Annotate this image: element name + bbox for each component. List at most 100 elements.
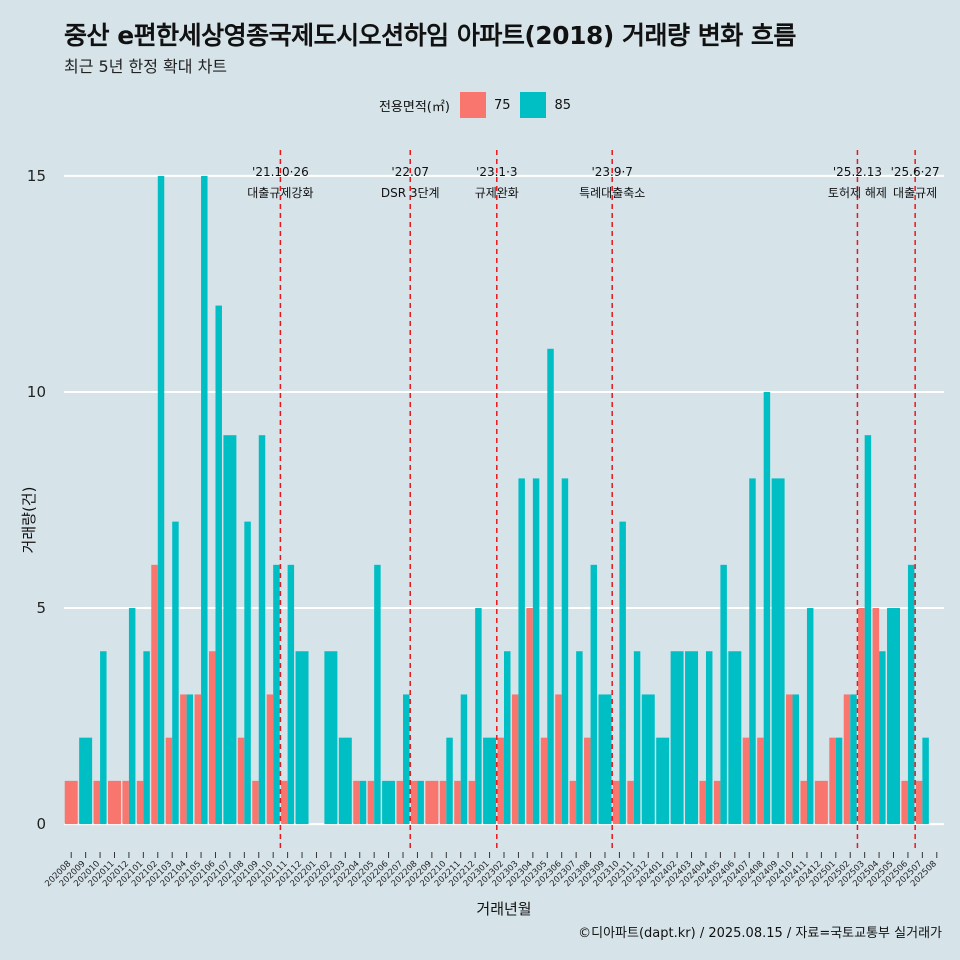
event-date-label: '25.2.13 <box>833 165 882 179</box>
source-caption: ©디아파트(dapt.kr) / 2025.08.15 / 자료=국토교통부 실… <box>578 926 942 941</box>
legend-key-85: 85 <box>520 92 571 118</box>
bar-85-202502 <box>850 694 857 825</box>
y-tick-label: 10 <box>27 383 46 401</box>
bar-85-202403 <box>685 651 699 825</box>
bar-85-202109 <box>258 435 266 825</box>
bar-75-202303 <box>511 694 519 825</box>
bar-75-202212 <box>468 780 476 825</box>
bar-75-202011 <box>108 780 121 825</box>
bar-85-202211 <box>460 694 468 825</box>
bar-85-202106 <box>215 305 222 825</box>
bar-75-202501 <box>829 737 836 825</box>
bar-75-202208 <box>410 780 418 825</box>
bar-85-202406 <box>728 651 742 825</box>
bar-85-202103 <box>172 521 179 825</box>
legend-title: 전용면적(㎡) <box>378 99 450 115</box>
bar-75-202211 <box>454 780 461 825</box>
y-axis-title: 거래량(건) <box>20 487 38 554</box>
bar-85-202307 <box>576 651 583 825</box>
bar-85-202411 <box>806 608 814 825</box>
event-label: 대출규제강화 <box>247 186 313 200</box>
bar-85-202304 <box>532 478 540 825</box>
bar-85-202410 <box>792 694 800 825</box>
bar-75-202407 <box>742 737 750 825</box>
bar-75-202404 <box>699 780 706 825</box>
bar-85-202110 <box>273 564 280 825</box>
bar-85-202305 <box>547 348 554 825</box>
event-date-label: '23.9·7 <box>591 165 632 179</box>
bar-85-202407 <box>749 478 756 825</box>
bar-85-202112 <box>295 651 309 825</box>
bar-85-202105 <box>201 175 208 825</box>
legend-label-85: 85 <box>554 97 572 113</box>
bar-85-202301 <box>483 737 497 825</box>
bar-85-202107 <box>223 435 237 825</box>
bar-85-202204 <box>359 780 367 825</box>
bar-75-202209 <box>425 780 439 825</box>
bar-85-202503 <box>864 435 872 825</box>
bar-85-202306 <box>561 478 569 825</box>
bar-75-202410 <box>786 694 793 825</box>
bar-85-202501 <box>835 737 843 825</box>
y-tick-label: 5 <box>36 599 46 617</box>
y-tick-label: 0 <box>36 815 46 833</box>
bar-75-202305 <box>540 737 548 825</box>
bar-75-202411 <box>800 780 807 825</box>
bar-85-202207 <box>403 694 410 825</box>
x-axis-title: 거래년월 <box>476 900 531 918</box>
bar-75-202504 <box>872 608 880 825</box>
bar-85-202203 <box>338 737 352 825</box>
bar-85-202404 <box>705 651 713 825</box>
bar-75-202308 <box>584 737 591 825</box>
bar-85-202506 <box>907 564 915 825</box>
bar-85-202408 <box>763 391 771 825</box>
bar-85-202212 <box>475 608 482 825</box>
bar-75-202207 <box>396 780 404 825</box>
bar-75-202310 <box>612 780 620 825</box>
legend-swatch-85 <box>520 92 547 118</box>
bar-75-202104 <box>180 694 187 825</box>
bar-75-202110 <box>266 694 274 825</box>
bar-85-202012 <box>128 608 136 825</box>
bar-85-202208 <box>417 780 424 825</box>
bar-75-202108 <box>237 737 245 825</box>
bar-85-202202 <box>324 651 338 825</box>
bar-75-202012 <box>122 780 129 825</box>
event-label: 특례대출축소 <box>579 186 645 200</box>
bar-85-202108 <box>244 521 251 825</box>
bar-85-202401 <box>656 737 670 825</box>
bar-75-202311 <box>627 780 634 825</box>
event-label: 대출규제 <box>893 186 937 200</box>
bar-85-202302 <box>504 651 511 825</box>
legend-key-75: 75 <box>459 92 511 118</box>
event-date-label: '22.07 <box>391 165 429 179</box>
bar-85-202507 <box>922 737 929 825</box>
bar-75-202205 <box>367 780 375 825</box>
bar-85-202104 <box>186 694 194 825</box>
bar-75-202502 <box>843 694 851 825</box>
bar-75-202503 <box>858 608 865 825</box>
bar-75-202101 <box>136 780 144 825</box>
bar-85-202303 <box>518 478 525 825</box>
bar-85-202312 <box>641 694 655 825</box>
bar-85-202206 <box>382 780 396 825</box>
event-label: DSR 3단계 <box>381 186 440 200</box>
legend: 전용면적(㎡) 75 85 <box>0 92 960 118</box>
bar-85-202409 <box>771 478 785 825</box>
legend-swatch-75 <box>459 92 486 118</box>
bar-85-202010 <box>100 651 107 825</box>
bar-85-202102 <box>157 175 165 825</box>
bar-85-202205 <box>374 564 381 825</box>
event-label: 토허제 해제 <box>828 186 887 200</box>
bar-85-202308 <box>590 564 598 825</box>
legend-label-75: 75 <box>493 97 511 113</box>
bar-75-202412 <box>814 780 828 825</box>
bar-75-202304 <box>526 608 533 825</box>
bar-75-202210 <box>439 780 447 825</box>
bar-75-202408 <box>757 737 764 825</box>
bar-75-202109 <box>252 780 259 825</box>
chart-subtitle: 최근 5년 한정 확대 차트 <box>64 57 228 76</box>
bar-75-202105 <box>194 694 202 825</box>
